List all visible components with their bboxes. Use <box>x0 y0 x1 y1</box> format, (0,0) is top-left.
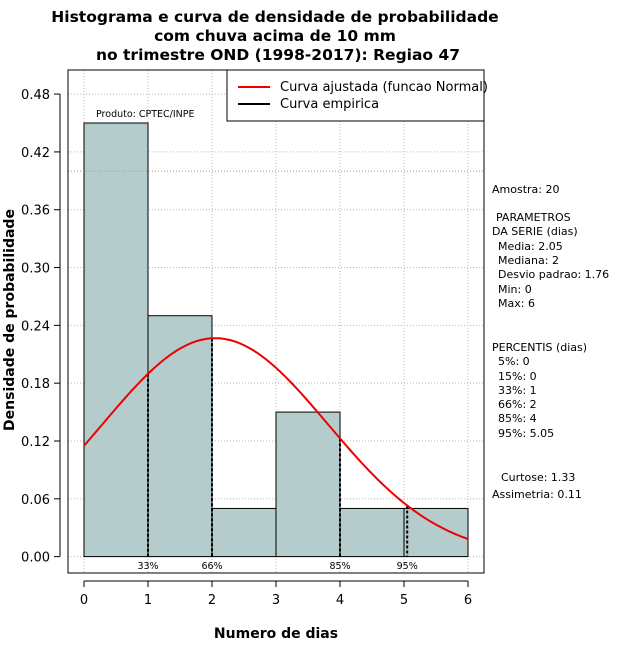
y-tick-label-1: 0.06 <box>21 493 50 508</box>
percentile-label-1: 66% <box>201 561 222 572</box>
stat-p85: 85%: 4 <box>498 412 537 425</box>
legend-box <box>226 69 485 122</box>
x-axis-title: Numero de dias <box>214 626 338 642</box>
stat-max: Max: 6 <box>498 297 535 310</box>
y-tick-label-8: 0.48 <box>21 88 50 103</box>
percentile-layer: 33% 66% 85% 95% <box>137 338 418 572</box>
legend: Curva ajustada (funcao Normal) Curva emp… <box>226 69 488 122</box>
y-tick-label-2: 0.12 <box>21 435 50 450</box>
x-tick-label-5: 5 <box>400 593 408 608</box>
y-tick-label-0: 0.00 <box>21 551 50 566</box>
histogram-bar-0 <box>83 122 149 558</box>
stat-curtose: Curtose: 1.33 <box>501 471 575 484</box>
percentile-label-3: 95% <box>397 561 418 572</box>
legend-fitted-label: Curva ajustada (funcao Normal) <box>280 80 488 95</box>
stat-amostra: Amostra: 20 <box>492 183 559 196</box>
x-tick-label-2: 2 <box>208 593 216 608</box>
stat-param-title-2: DA SERIE (dias) <box>492 225 578 238</box>
stat-p33: 33%: 1 <box>498 384 537 397</box>
histogram-bar-3 <box>275 411 341 558</box>
y-tick-label-5: 0.30 <box>21 262 50 277</box>
stat-media: Media: 2.05 <box>498 240 563 253</box>
statistics-panel: Amostra: 20 PARAMETROS DA SERIE (dias) M… <box>492 183 609 501</box>
product-label: Produto: CPTEC/INPE <box>96 109 195 120</box>
x-tick-label-0: 0 <box>80 593 88 608</box>
x-tick-label-3: 3 <box>272 593 280 608</box>
histogram-bar-5 <box>403 507 469 558</box>
legend-empirical-label: Curva empirica <box>280 97 379 112</box>
bars-layer <box>68 122 484 558</box>
stat-p66: 66%: 2 <box>498 398 537 411</box>
histogram-bar-1 <box>147 315 213 558</box>
stat-assimetria: Assimetria: 0.11 <box>492 488 582 501</box>
y-axis-title: Densidade de probabilidade <box>2 209 18 431</box>
x-tick-label-6: 6 <box>464 593 472 608</box>
x-tick-label-1: 1 <box>144 593 152 608</box>
percentile-label-0: 33% <box>137 561 158 572</box>
histogram-bar-2 <box>211 507 277 558</box>
y-tick-label-7: 0.42 <box>21 146 50 161</box>
y-tick-label-3: 0.18 <box>21 377 50 392</box>
fitted-normal-curve <box>83 337 469 540</box>
stat-desvio: Desvio padrao: 1.76 <box>498 268 609 281</box>
stat-p15: 15%: 0 <box>498 370 537 383</box>
curve-layer <box>83 337 469 540</box>
stat-p95: 95%: 5.05 <box>498 427 554 440</box>
axis-layer: 0.00 0.06 0.12 0.18 0.24 0.30 0.36 0.42 0.48 0 1 2 3… <box>21 88 472 608</box>
chart-title-line-1: Histograma e curva de densidade de proba… <box>51 8 498 26</box>
stat-mediana: Mediana: 2 <box>498 254 559 267</box>
chart-title-line-3: no trimestre OND (1998-2017): Regiao 47 <box>96 46 460 64</box>
x-tick-label-4: 4 <box>336 593 344 608</box>
histogram-bar-4 <box>339 507 405 558</box>
stat-min: Min: 0 <box>498 283 532 296</box>
chart-title-line-2: com chuva acima de 10 mm <box>154 27 396 45</box>
y-tick-label-6: 0.36 <box>21 204 50 219</box>
percentile-label-2: 85% <box>329 561 350 572</box>
stat-p5: 5%: 0 <box>498 355 530 368</box>
stat-perc-title: PERCENTIS (dias) <box>492 341 587 354</box>
y-tick-label-4: 0.24 <box>21 319 50 334</box>
stat-param-title-1: PARAMETROS <box>496 211 571 224</box>
